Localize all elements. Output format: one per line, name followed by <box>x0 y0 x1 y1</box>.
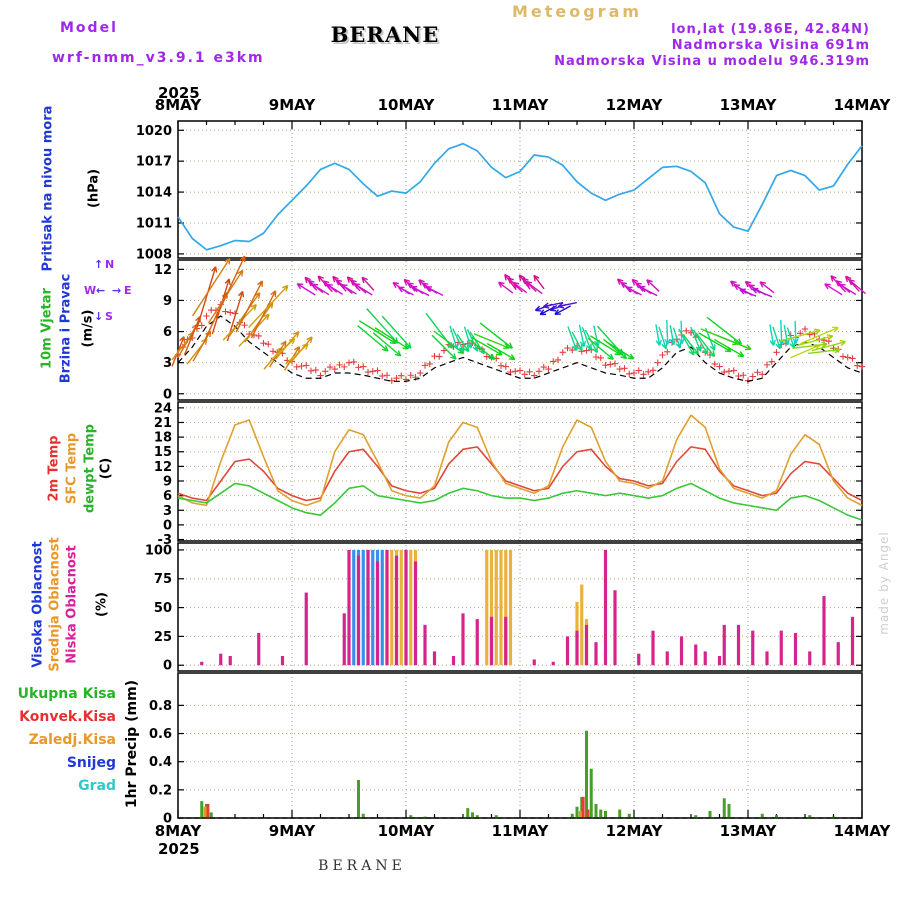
svg-text:0.6: 0.6 <box>149 727 172 742</box>
svg-text:10MAY: 10MAY <box>378 822 436 840</box>
svg-text:8MAY: 8MAY <box>155 822 203 840</box>
compass-east-label: E <box>124 284 132 297</box>
legend-total-rain: Ukupna Kisa <box>17 686 116 702</box>
svg-text:50: 50 <box>154 601 172 616</box>
year-label-top: 2025 <box>158 84 200 102</box>
model-name: wrf-nmm_v3.9.1 e3km <box>52 50 265 66</box>
svg-text:15: 15 <box>154 445 172 460</box>
svg-text:-3: -3 <box>158 533 172 548</box>
legend-snow: Snijeg <box>66 755 116 771</box>
svg-text:1020: 1020 <box>136 124 172 139</box>
compass-west-arrow-icon: ← <box>96 284 106 297</box>
svg-text:11MAY: 11MAY <box>492 822 550 840</box>
svg-text:75: 75 <box>154 572 172 587</box>
elevation-line: Nadmorska Visina 691m <box>671 38 870 53</box>
svg-text:9: 9 <box>163 294 172 309</box>
svg-text:100: 100 <box>145 543 172 558</box>
model-elevation-line: Nadmorska Visina u modelu 946.319m <box>554 54 870 69</box>
year-label-bottom: 2025 <box>158 840 200 858</box>
svg-text:1014: 1014 <box>136 186 172 201</box>
svg-text:14MAY: 14MAY <box>834 96 892 114</box>
svg-text:24: 24 <box>154 401 172 416</box>
compass-north-label: N <box>105 258 115 271</box>
svg-text:0: 0 <box>163 659 172 674</box>
svg-text:9MAY: 9MAY <box>269 96 317 114</box>
legend-convective-rain: Konvek.Kisa <box>19 709 116 725</box>
lonlat-line: lon,lat (19.86E, 42.84N) <box>671 22 870 37</box>
svg-text:12: 12 <box>154 460 172 475</box>
svg-text:0.8: 0.8 <box>149 699 172 714</box>
compass-south-arrow-icon: ↓ <box>94 310 104 323</box>
svg-text:9MAY: 9MAY <box>269 822 317 840</box>
station-title: BERANE <box>330 22 440 47</box>
model-label: Model <box>60 20 118 36</box>
cloud-unit-label: (%) <box>94 592 110 617</box>
svg-text:12MAY: 12MAY <box>606 822 664 840</box>
svg-text:0: 0 <box>163 812 172 827</box>
compass-west-label: W <box>84 284 97 297</box>
svg-text:0: 0 <box>163 518 172 533</box>
svg-text:13MAY: 13MAY <box>720 96 778 114</box>
author-watermark: made by Angel <box>877 531 891 635</box>
cloud-axis-label-low: Niska Oblacnost <box>64 545 80 664</box>
cloud-axis-label-mid: Srednja Oblacnost <box>47 537 63 672</box>
svg-text:1008: 1008 <box>136 247 172 262</box>
compass-south-label: S <box>105 310 113 323</box>
svg-text:11MAY: 11MAY <box>492 96 550 114</box>
legend-hail: Grad <box>78 778 116 794</box>
svg-text:21: 21 <box>154 416 172 431</box>
svg-text:0.4: 0.4 <box>149 755 172 770</box>
svg-text:13MAY: 13MAY <box>720 822 778 840</box>
svg-text:1011: 1011 <box>136 216 172 231</box>
svg-text:12: 12 <box>154 263 172 278</box>
svg-text:18: 18 <box>154 431 172 446</box>
svg-text:8MAY: 8MAY <box>155 96 203 114</box>
bottom-caption: BERANE <box>318 858 406 874</box>
svg-text:12MAY: 12MAY <box>606 96 664 114</box>
meteogram-watermark-title: Meteogram <box>511 2 643 21</box>
compass-east-arrow-icon: → <box>112 284 122 297</box>
svg-text:0: 0 <box>163 387 172 402</box>
svg-text:3: 3 <box>163 504 172 519</box>
precip-unit-label: 1hr Precip (mm) <box>124 679 140 809</box>
svg-text:6: 6 <box>163 325 172 340</box>
location-info: lon,lat (19.86E, 42.84N) Nadmorska Visin… <box>554 22 870 70</box>
legend-freezing-rain: Zaledj.Kisa <box>28 732 116 748</box>
svg-text:3: 3 <box>163 356 172 371</box>
cloud-axis-label-high: Visoka Oblacnost <box>30 541 46 668</box>
svg-text:9: 9 <box>163 475 172 490</box>
compass-north-arrow-icon: ↑ <box>94 258 104 271</box>
svg-text:10MAY: 10MAY <box>378 96 436 114</box>
svg-text:25: 25 <box>154 630 172 645</box>
svg-text:1017: 1017 <box>136 155 172 170</box>
svg-text:14MAY: 14MAY <box>834 822 892 840</box>
svg-text:6: 6 <box>163 489 172 504</box>
svg-text:0.2: 0.2 <box>149 783 172 798</box>
